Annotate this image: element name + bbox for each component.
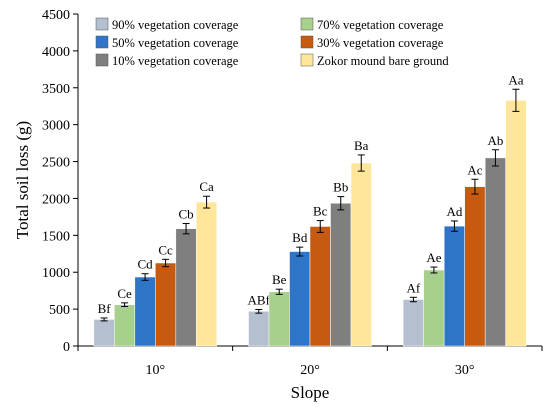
legend-swatch <box>95 17 109 31</box>
data-label: Bb <box>333 180 348 195</box>
y-tick-label: 1000 <box>42 266 70 281</box>
legend: 90% vegetation coverage 70% vegetation co… <box>95 17 449 68</box>
data-label: Bc <box>313 204 328 219</box>
x-tick-label: 20° <box>300 363 320 378</box>
legend-label: 10% vegetation coverage <box>112 54 239 68</box>
bar <box>423 269 445 347</box>
data-label: Ab <box>487 133 503 148</box>
bar <box>350 162 372 347</box>
data-label: Ce <box>117 286 132 301</box>
data-label: Aa <box>508 72 523 87</box>
bar <box>196 201 218 347</box>
data-label: Cb <box>178 207 193 222</box>
legend-label: 50% vegetation coverage <box>112 36 239 50</box>
y-tick-label: 4000 <box>42 45 70 60</box>
x-tick-label: 30° <box>455 363 475 378</box>
legend-label: 70% vegetation coverage <box>317 18 444 32</box>
x-axis: 10° 20° 30° <box>77 345 543 378</box>
data-label: Af <box>407 280 421 295</box>
legend-swatch <box>300 53 314 67</box>
bar <box>134 276 156 347</box>
bar <box>402 299 424 347</box>
legend-label: 30% vegetation coverage <box>317 36 444 50</box>
y-tick-label: 0 <box>63 340 70 355</box>
bar <box>155 262 177 347</box>
x-tick-label: 10° <box>146 363 166 378</box>
data-label: Bd <box>292 230 308 245</box>
data-label: Cd <box>137 257 153 272</box>
bar <box>464 186 486 347</box>
data-label: Bf <box>98 301 112 316</box>
bar <box>248 311 270 347</box>
y-tick-label: 3000 <box>42 119 70 134</box>
y-tick-label: 2500 <box>42 156 70 171</box>
x-axis-title: Slope <box>291 383 330 402</box>
data-label: Ba <box>354 138 369 153</box>
legend-swatch <box>95 35 109 49</box>
y-tick-label: 1500 <box>42 229 70 244</box>
bar <box>114 304 136 347</box>
legend-label: 90% vegetation coverage <box>112 18 239 32</box>
bar <box>443 225 465 347</box>
legend-swatch <box>95 53 109 67</box>
legend-label: Zokor mound bare ground <box>317 54 449 68</box>
y-tick-label: 500 <box>49 303 70 318</box>
data-label: ABf <box>248 292 271 307</box>
bar <box>505 100 527 347</box>
bar <box>330 202 352 347</box>
y-tick-label: 2000 <box>42 192 70 207</box>
data-label: Cc <box>158 242 173 257</box>
bar <box>289 251 311 347</box>
bar <box>484 157 506 347</box>
y-tick-label: 3500 <box>42 82 70 97</box>
bar <box>309 226 331 347</box>
data-label: Ae <box>426 250 441 265</box>
data-label: Ac <box>467 162 482 177</box>
y-axis-title: Total soil loss (g) <box>13 121 32 239</box>
data-label: Ca <box>199 179 214 194</box>
data-label: Ad <box>446 204 462 219</box>
bar <box>175 228 197 347</box>
legend-swatch <box>300 35 314 49</box>
y-axis: 0 500 1000 1500 2000 2500 3000 3500 4000 4500 <box>42 8 79 355</box>
bar <box>93 319 115 347</box>
data-label: Be <box>272 272 287 287</box>
y-tick-label: 4500 <box>42 8 70 23</box>
bar <box>268 291 290 347</box>
legend-swatch <box>300 17 314 31</box>
